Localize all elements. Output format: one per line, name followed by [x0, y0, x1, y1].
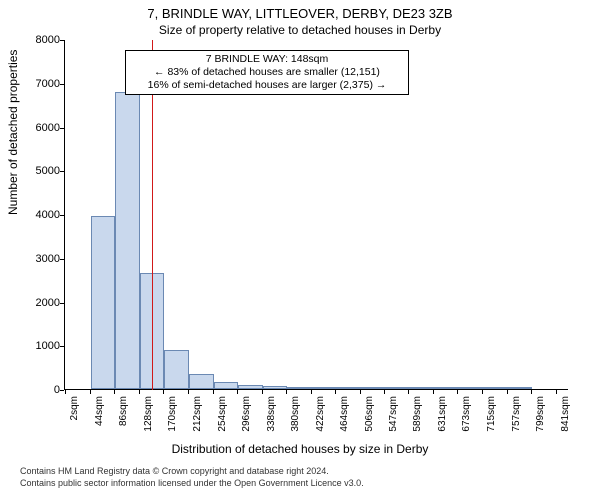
histogram-bar [263, 386, 288, 390]
chart-title-line2: Size of property relative to detached ho… [0, 23, 600, 37]
histogram-bar [214, 382, 239, 389]
y-tick-label: 3000 [10, 253, 60, 265]
x-tick-mark [384, 390, 385, 394]
x-tick-mark [286, 390, 287, 394]
annotation-line-2: ← 83% of detached houses are smaller (12… [132, 66, 402, 79]
x-tick-mark [90, 390, 91, 394]
histogram-bar [164, 350, 189, 389]
y-tick-mark [60, 390, 64, 391]
histogram-bar [238, 385, 263, 389]
chart-container: 7, BRINDLE WAY, LITTLEOVER, DERBY, DE23 … [0, 0, 600, 500]
y-tick-label: 5000 [10, 165, 60, 177]
histogram-bar [434, 387, 459, 389]
histogram-bar [336, 387, 361, 389]
x-tick-mark [188, 390, 189, 394]
annotation-line-1: 7 BRINDLE WAY: 148sqm [132, 53, 402, 66]
x-tick-mark [482, 390, 483, 394]
annotation-line-3: 16% of semi-detached houses are larger (… [132, 79, 402, 92]
x-tick-mark [457, 390, 458, 394]
x-tick-mark [237, 390, 238, 394]
x-tick-mark [311, 390, 312, 394]
histogram-bar [508, 387, 533, 389]
x-tick-mark [507, 390, 508, 394]
histogram-bar [287, 387, 312, 389]
y-tick-label: 0 [10, 384, 60, 396]
attribution-line-2: Contains public sector information licen… [20, 478, 364, 488]
x-tick-mark [531, 390, 532, 394]
histogram-bar [409, 387, 434, 389]
x-tick-mark [408, 390, 409, 394]
x-tick-mark [65, 390, 66, 394]
x-axis-label: Distribution of detached houses by size … [0, 442, 600, 456]
histogram-bar [483, 387, 508, 389]
x-tick-mark [433, 390, 434, 394]
histogram-bar [361, 387, 386, 389]
x-tick-mark [114, 390, 115, 394]
x-tick-mark [163, 390, 164, 394]
annotation-box: 7 BRINDLE WAY: 148sqm ← 83% of detached … [125, 50, 409, 95]
y-tick-label: 1000 [10, 340, 60, 352]
histogram-bar [115, 92, 140, 390]
x-tick-mark [556, 390, 557, 394]
x-tick-mark [139, 390, 140, 394]
y-tick-label: 8000 [10, 34, 60, 46]
histogram-bar [385, 387, 410, 389]
y-tick-label: 4000 [10, 209, 60, 221]
y-tick-label: 6000 [10, 122, 60, 134]
attribution-line-1: Contains HM Land Registry data © Crown c… [20, 466, 329, 476]
x-tick-mark [213, 390, 214, 394]
histogram-bar [458, 387, 483, 389]
histogram-bar [189, 374, 214, 389]
x-tick-mark [262, 390, 263, 394]
x-tick-mark [335, 390, 336, 394]
histogram-bar [312, 387, 337, 389]
y-tick-label: 2000 [10, 297, 60, 309]
x-tick-mark [360, 390, 361, 394]
histogram-bar [91, 216, 116, 389]
y-tick-label: 7000 [10, 78, 60, 90]
chart-title-line1: 7, BRINDLE WAY, LITTLEOVER, DERBY, DE23 … [0, 6, 600, 21]
